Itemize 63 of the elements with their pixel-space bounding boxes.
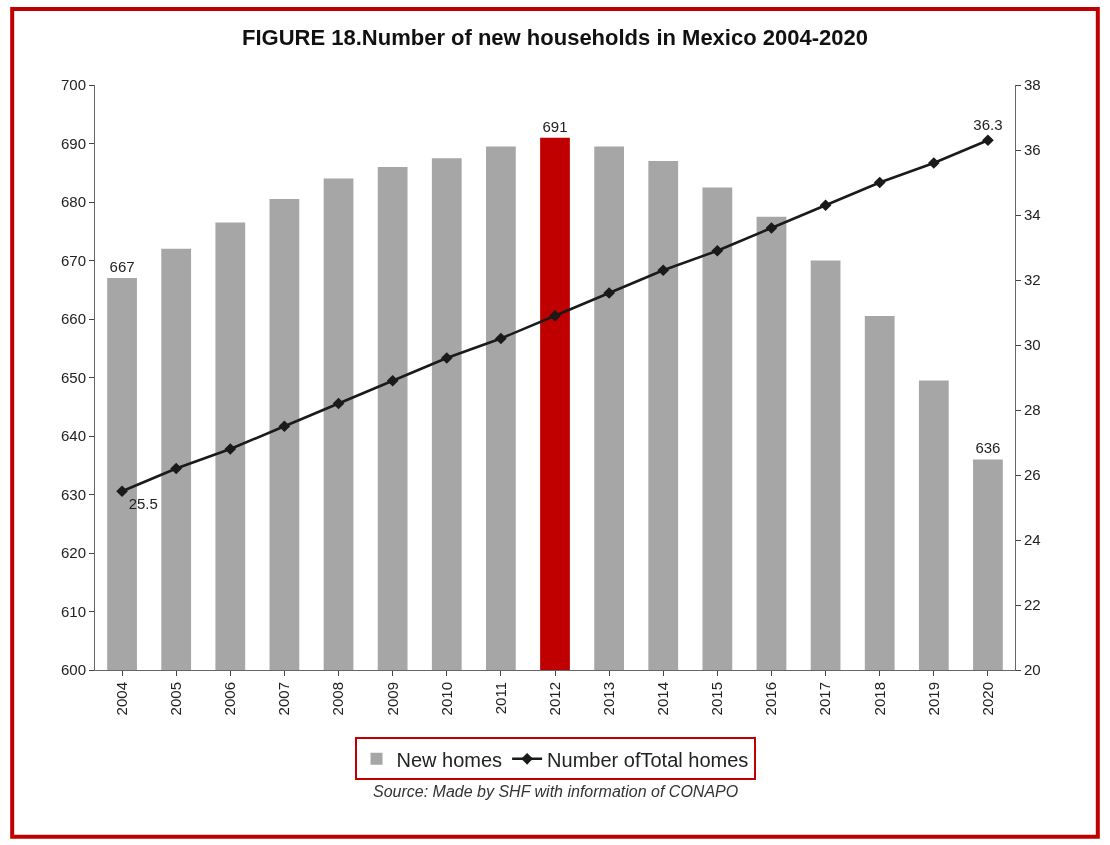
legend-label: New homes xyxy=(396,748,503,771)
y-tick-label: 650 xyxy=(60,368,86,386)
point xyxy=(927,157,940,169)
y2-tick-label: 38 xyxy=(1024,76,1041,94)
x-tick-label: 2014 xyxy=(654,682,672,716)
y2-tick-label: 22 xyxy=(1024,596,1041,614)
y2-tick-label: 34 xyxy=(1024,206,1041,224)
x-tick-label: 2018 xyxy=(870,682,888,716)
point xyxy=(386,374,399,387)
x-tick-label: 2009 xyxy=(383,682,401,716)
point xyxy=(116,485,128,498)
x-tick-label: 2005 xyxy=(167,682,185,716)
point xyxy=(657,264,670,277)
y2-tick-label: 20 xyxy=(1024,661,1041,679)
x-tick-label: 2012 xyxy=(545,682,563,716)
x-tick-label: 2016 xyxy=(762,682,780,716)
x-tick-label: 2008 xyxy=(329,682,347,716)
point xyxy=(711,244,724,257)
x-tick-label: 2007 xyxy=(275,682,293,716)
y-tick-label: 680 xyxy=(60,193,86,211)
data-label: 691 xyxy=(542,117,568,135)
y-tick-label: 600 xyxy=(60,661,86,679)
x-tick-label: 2015 xyxy=(708,682,726,716)
y-tick-label: 630 xyxy=(60,485,86,503)
x-tick-label: 2010 xyxy=(437,682,455,716)
y-tick-label: 660 xyxy=(60,310,86,328)
x-tick-label: 2004 xyxy=(112,682,130,716)
x-tick-label: 2011 xyxy=(491,682,509,715)
y2-tick-label: 36 xyxy=(1024,141,1041,159)
legend-label: Number ofTotal homes xyxy=(547,748,749,771)
point xyxy=(982,134,994,147)
y-tick-label: 690 xyxy=(60,134,86,152)
y2-tick-label: 32 xyxy=(1024,271,1041,289)
y-tick-label: 640 xyxy=(60,427,86,445)
data-label: 36.3 xyxy=(973,115,1003,133)
point xyxy=(819,199,832,212)
y2-tick-label: 28 xyxy=(1024,401,1041,419)
point xyxy=(495,332,507,345)
point xyxy=(278,420,291,433)
point xyxy=(440,352,453,364)
point xyxy=(549,309,561,322)
data-label: 25.5 xyxy=(128,495,158,513)
point xyxy=(170,462,183,475)
y2-tick-label: 24 xyxy=(1024,531,1041,549)
y-tick-label: 610 xyxy=(60,602,86,620)
y-tick-label: 620 xyxy=(60,544,86,562)
point xyxy=(873,176,886,189)
source-note: Source: Made by SHF with information of CONAPO xyxy=(373,783,739,800)
x-tick-label: 2019 xyxy=(924,682,942,716)
point xyxy=(332,397,345,410)
x-tick-label: 2017 xyxy=(816,682,834,716)
x-tick-label: 2006 xyxy=(221,682,239,716)
y-tick-label: 670 xyxy=(60,251,86,269)
y-tick-label: 700 xyxy=(60,76,86,94)
x-tick-label: 2020 xyxy=(978,682,996,716)
point xyxy=(224,443,237,455)
point xyxy=(765,222,778,234)
chart-title: FIGURE 18.Number of new households in Mexico 2004-2020 xyxy=(242,24,868,50)
x-tick-label: 2013 xyxy=(599,682,617,716)
data-label: 667 xyxy=(109,258,135,276)
y2-tick-label: 26 xyxy=(1024,466,1041,484)
y2-tick-label: 30 xyxy=(1024,336,1041,354)
data-label: 636 xyxy=(975,439,1001,457)
